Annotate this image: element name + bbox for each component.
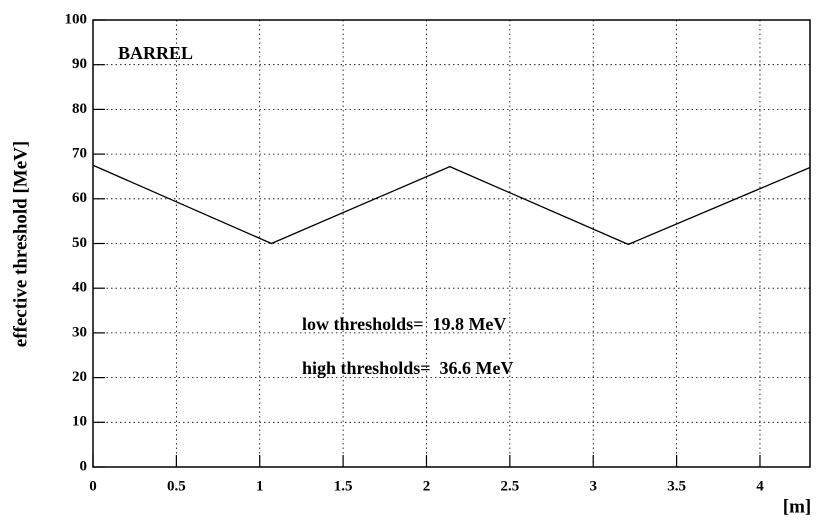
y-tick-label: 100 xyxy=(65,11,88,27)
x-tick-label: 2.5 xyxy=(500,478,519,494)
x-tick-label: 3.5 xyxy=(667,478,686,494)
y-tick-label: 30 xyxy=(72,324,87,340)
x-tick-label: 1.5 xyxy=(334,478,353,494)
y-tick-label: 90 xyxy=(72,56,87,72)
x-axis-label: [m] xyxy=(783,496,811,517)
y-tick-label: 0 xyxy=(80,458,88,474)
annotation: low thresholds= 19.8 MeV xyxy=(302,314,506,334)
x-tick-label: 3 xyxy=(589,478,597,494)
y-tick-label: 40 xyxy=(72,280,87,296)
y-tick-label: 80 xyxy=(72,101,87,117)
y-tick-label: 50 xyxy=(72,235,87,251)
x-tick-label: 0.5 xyxy=(167,478,186,494)
x-tick-label: 0 xyxy=(89,478,97,494)
plot-frame xyxy=(92,19,811,468)
data-line xyxy=(92,164,811,246)
annotation: BARREL xyxy=(118,43,193,63)
y-axis-label: effective threshold [MeV] xyxy=(10,141,31,347)
y-tick-label: 60 xyxy=(72,190,87,206)
y-tick-label: 10 xyxy=(72,414,87,430)
x-tick-label: 4 xyxy=(756,478,764,494)
annotation: high thresholds= 36.6 MeV xyxy=(302,358,513,378)
y-tick-label: 20 xyxy=(72,369,87,385)
y-tick-label: 70 xyxy=(72,146,87,162)
x-tick-label: 2 xyxy=(423,478,431,494)
x-tick-label: 1 xyxy=(256,478,264,494)
